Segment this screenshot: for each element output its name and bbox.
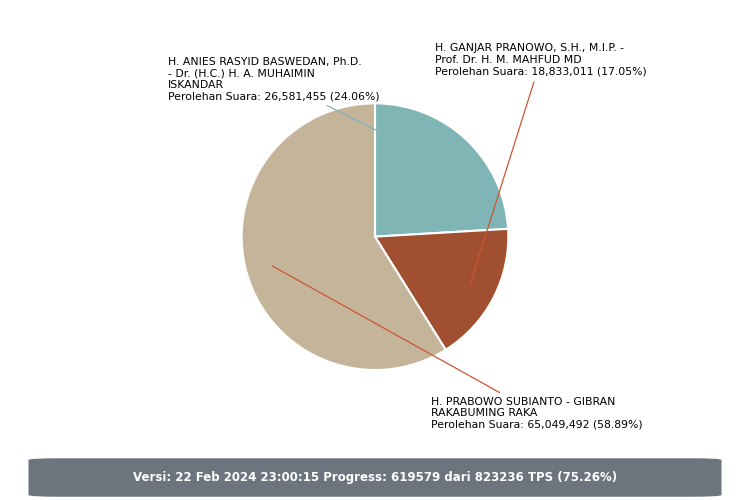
Text: Versi: 22 Feb 2024 23:00:15 Progress: 619579 dari 823236 TPS (75.26%): Versi: 22 Feb 2024 23:00:15 Progress: 61… <box>133 471 617 484</box>
Text: H. GANJAR PRANOWO, S.H., M.I.P. -
Prof. Dr. H. M. MAHFUD MD
Perolehan Suara: 18,: H. GANJAR PRANOWO, S.H., M.I.P. - Prof. … <box>435 44 646 286</box>
Text: H. PRABOWO SUBIANTO - GIBRAN
RAKABUMING RAKA
Perolehan Suara: 65,049,492 (58.89%: H. PRABOWO SUBIANTO - GIBRAN RAKABUMING … <box>272 266 643 430</box>
Wedge shape <box>375 104 508 236</box>
Wedge shape <box>242 104 446 370</box>
FancyBboxPatch shape <box>28 458 722 497</box>
Wedge shape <box>375 229 508 350</box>
Text: H. ANIES RASYID BASWEDAN, Ph.D.
- Dr. (H.C.) H. A. MUHAIMIN
ISKANDAR
Perolehan S: H. ANIES RASYID BASWEDAN, Ph.D. - Dr. (H… <box>168 56 443 164</box>
